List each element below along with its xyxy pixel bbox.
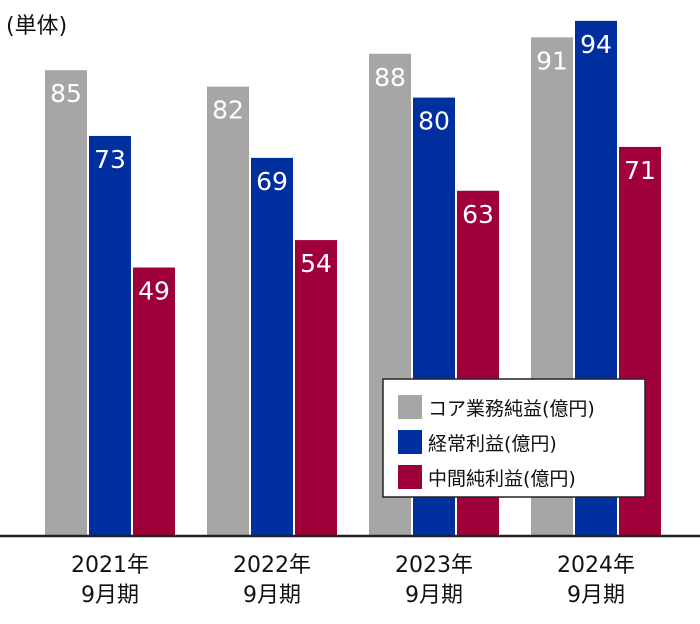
data-label-interim-2: 54 bbox=[300, 249, 332, 278]
x-tick-label-2-2: 9月期 bbox=[243, 583, 301, 608]
legend-label-ordinary: 経常利益(億円) bbox=[428, 433, 557, 455]
legend-label-core: コア業務純益(億円) bbox=[428, 398, 595, 420]
data-label-ordinary-1: 73 bbox=[94, 145, 126, 174]
bar-core-2 bbox=[207, 86, 249, 536]
data-label-core-4: 91 bbox=[536, 46, 568, 75]
data-label-core-3: 88 bbox=[374, 63, 406, 92]
data-label-interim-3: 63 bbox=[462, 200, 494, 229]
data-label-interim-1: 49 bbox=[138, 276, 170, 305]
data-label-ordinary-4: 94 bbox=[580, 30, 612, 59]
legend-swatch-ordinary bbox=[398, 430, 422, 454]
data-label-interim-4: 71 bbox=[624, 156, 656, 185]
x-tick-label-3-1: 2023年 bbox=[395, 553, 473, 578]
data-label-core-2: 82 bbox=[212, 96, 244, 125]
bar-interim-1 bbox=[133, 267, 175, 536]
legend: コア業務純益(億円) 経常利益(億円) 中間純利益(億円) bbox=[382, 378, 646, 498]
legend-swatch-core bbox=[398, 395, 422, 419]
x-tick-label-4-2: 9月期 bbox=[567, 583, 625, 608]
x-tick-label-4-1: 2024年 bbox=[557, 553, 635, 578]
legend-label-interim: 中間純利益(億円) bbox=[428, 468, 576, 490]
bar-interim-2 bbox=[295, 240, 337, 536]
legend-swatch-interim bbox=[398, 465, 422, 489]
x-tick-label-1-1: 2021年 bbox=[71, 553, 149, 578]
data-label-ordinary-3: 80 bbox=[418, 107, 450, 136]
legend-box bbox=[382, 378, 646, 498]
bar-core-1 bbox=[45, 70, 87, 536]
x-tick-label-2-1: 2022年 bbox=[233, 553, 311, 578]
data-label-ordinary-2: 69 bbox=[256, 167, 288, 196]
x-tick-label-1-2: 9月期 bbox=[81, 583, 139, 608]
unit-label: (単体) bbox=[6, 14, 68, 39]
data-label-core-1: 85 bbox=[50, 79, 82, 108]
x-tick-label-3-2: 9月期 bbox=[405, 583, 463, 608]
bar-ordinary-1 bbox=[89, 135, 131, 536]
bar-ordinary-2 bbox=[251, 157, 293, 536]
